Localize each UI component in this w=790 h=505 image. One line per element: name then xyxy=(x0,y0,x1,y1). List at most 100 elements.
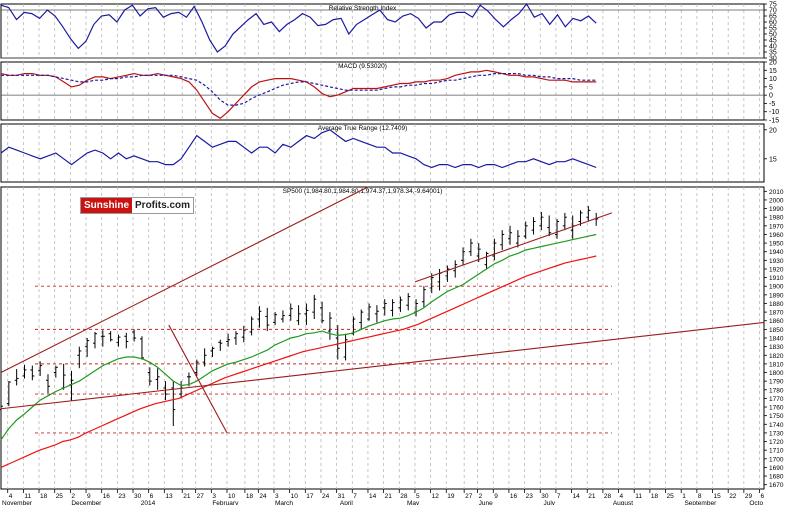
y-tick-label: -5 xyxy=(769,101,775,108)
x-tick-label: 14 xyxy=(573,493,581,500)
x-tick-label: 7 xyxy=(353,493,357,500)
panel-frame xyxy=(0,186,765,490)
panel-frame xyxy=(0,123,765,183)
y-tick-label: 40 xyxy=(769,44,777,51)
y-tick-label: 1680 xyxy=(769,474,784,481)
y-tick-label: 1990 xyxy=(769,206,784,213)
y-tick-label: 1920 xyxy=(769,266,784,273)
x-tick-label: 18 xyxy=(651,493,659,500)
indicator-line xyxy=(0,2,597,53)
x-tick-label: 30 xyxy=(541,493,549,500)
x-tick-label: 16 xyxy=(510,493,518,500)
x-tick-label: 2 xyxy=(71,493,75,500)
y-tick-label: 1980 xyxy=(769,215,784,222)
y-tick-label: 1900 xyxy=(769,284,784,291)
y-tick-label: 1940 xyxy=(769,249,784,256)
x-tick-label: 9 xyxy=(87,493,91,500)
month-label: May xyxy=(407,500,420,505)
x-tick-label: 10 xyxy=(291,493,299,500)
y-tick-label: 1890 xyxy=(769,292,784,299)
month-label: September xyxy=(684,500,717,505)
y-tick-label: 20 xyxy=(769,60,777,67)
x-tick-label: 25 xyxy=(56,493,64,500)
y-tick-label: 1960 xyxy=(769,232,784,239)
x-tick-label: 10 xyxy=(228,493,236,500)
panel-title: MACD (9.53020) xyxy=(338,63,387,70)
indicator-line xyxy=(0,69,597,120)
x-tick-label: 7 xyxy=(557,493,561,500)
y-tick-label: 70 xyxy=(769,8,777,15)
panel-frame xyxy=(0,61,765,121)
x-tick-label: 15 xyxy=(714,493,722,500)
y-tick-label: 1910 xyxy=(769,275,784,282)
x-tick-label: 24 xyxy=(259,493,267,500)
x-tick-label: 14 xyxy=(369,493,377,500)
y-tick-label: 0 xyxy=(769,93,773,100)
panel-title: Relative Strength Index xyxy=(329,5,397,12)
x-tick-label: 27 xyxy=(465,493,473,500)
x-tick-label: 28 xyxy=(604,493,612,500)
logo-part1: Sunshine xyxy=(81,198,133,213)
month-label: February xyxy=(212,500,239,505)
month-label: July xyxy=(543,500,555,505)
y-tick-label: 1710 xyxy=(769,448,784,455)
x-tick-label: 13 xyxy=(165,493,173,500)
y-tick-label: 10 xyxy=(769,76,777,83)
y-tick-label: 20 xyxy=(769,127,777,134)
x-tick-label: 18 xyxy=(246,493,254,500)
y-tick-label: 1970 xyxy=(769,223,784,230)
x-tick-label: 11 xyxy=(24,493,31,500)
sunshine-profits-logo: Sunshine Profits.com xyxy=(80,197,195,214)
x-tick-label: 19 xyxy=(447,493,455,500)
y-tick-label: 1770 xyxy=(769,396,784,403)
y-tick-label: -10 xyxy=(769,109,779,116)
y-tick-label: 1730 xyxy=(769,430,784,437)
month-label: June xyxy=(479,500,493,505)
moving-average-short xyxy=(0,233,597,441)
y-tick-label: 1810 xyxy=(769,361,784,368)
y-tick-label: 5 xyxy=(769,84,773,91)
x-tick-label: 31 xyxy=(338,493,346,500)
panel-title: Average True Range (12.7409) xyxy=(318,125,408,132)
y-tick-label: 1930 xyxy=(769,258,784,265)
x-tick-label: 8 xyxy=(698,493,702,500)
x-tick-label: 4 xyxy=(9,493,13,500)
x-tick-label: 1 xyxy=(682,493,686,500)
y-tick-label: 1950 xyxy=(769,241,784,248)
month-label: August xyxy=(613,500,633,505)
x-tick-label: 3 xyxy=(275,493,279,500)
y-tick-label: 75 xyxy=(769,2,777,9)
x-tick-label: 22 xyxy=(729,493,737,500)
y-tick-label: 45 xyxy=(769,38,777,45)
x-tick-label: 9 xyxy=(494,493,498,500)
x-tick-label: 6 xyxy=(150,493,154,500)
y-tick-label: 35 xyxy=(769,50,777,57)
y-tick-label: 1850 xyxy=(769,327,784,334)
y-tick-label: 30 xyxy=(769,56,777,63)
x-tick-label: 17 xyxy=(306,493,314,500)
y-tick-label: 1830 xyxy=(769,344,784,351)
x-tick-label: 6 xyxy=(761,493,765,500)
x-tick-label: 29 xyxy=(745,493,753,500)
x-tick-label: 28 xyxy=(400,493,408,500)
y-tick-label: 2000 xyxy=(769,197,784,204)
y-tick-label: 1740 xyxy=(769,422,784,429)
x-tick-label: 5 xyxy=(416,493,420,500)
y-tick-label: 1820 xyxy=(769,353,784,360)
trend-line-up-channel xyxy=(0,186,369,374)
y-tick-label: 60 xyxy=(769,20,777,27)
y-tick-label: 1750 xyxy=(769,413,784,420)
trend-line-long-term-support xyxy=(0,321,765,410)
x-tick-label: 18 xyxy=(40,493,48,500)
y-tick-label: 1690 xyxy=(769,465,784,472)
x-tick-label: 3 xyxy=(212,493,216,500)
y-tick-label: 65 xyxy=(769,14,777,21)
indicator-line xyxy=(1,72,597,106)
y-tick-label: 50 xyxy=(769,32,777,39)
y-tick-label: 15 xyxy=(769,68,777,75)
moving-average-long xyxy=(0,255,597,468)
panel-title: SP500 (1,984.80,1,984.80,1,974.37,1,978.… xyxy=(283,188,443,195)
x-tick-label: 16 xyxy=(103,493,111,500)
x-tick-label: 23 xyxy=(526,493,534,500)
y-tick-label: 1720 xyxy=(769,439,784,446)
